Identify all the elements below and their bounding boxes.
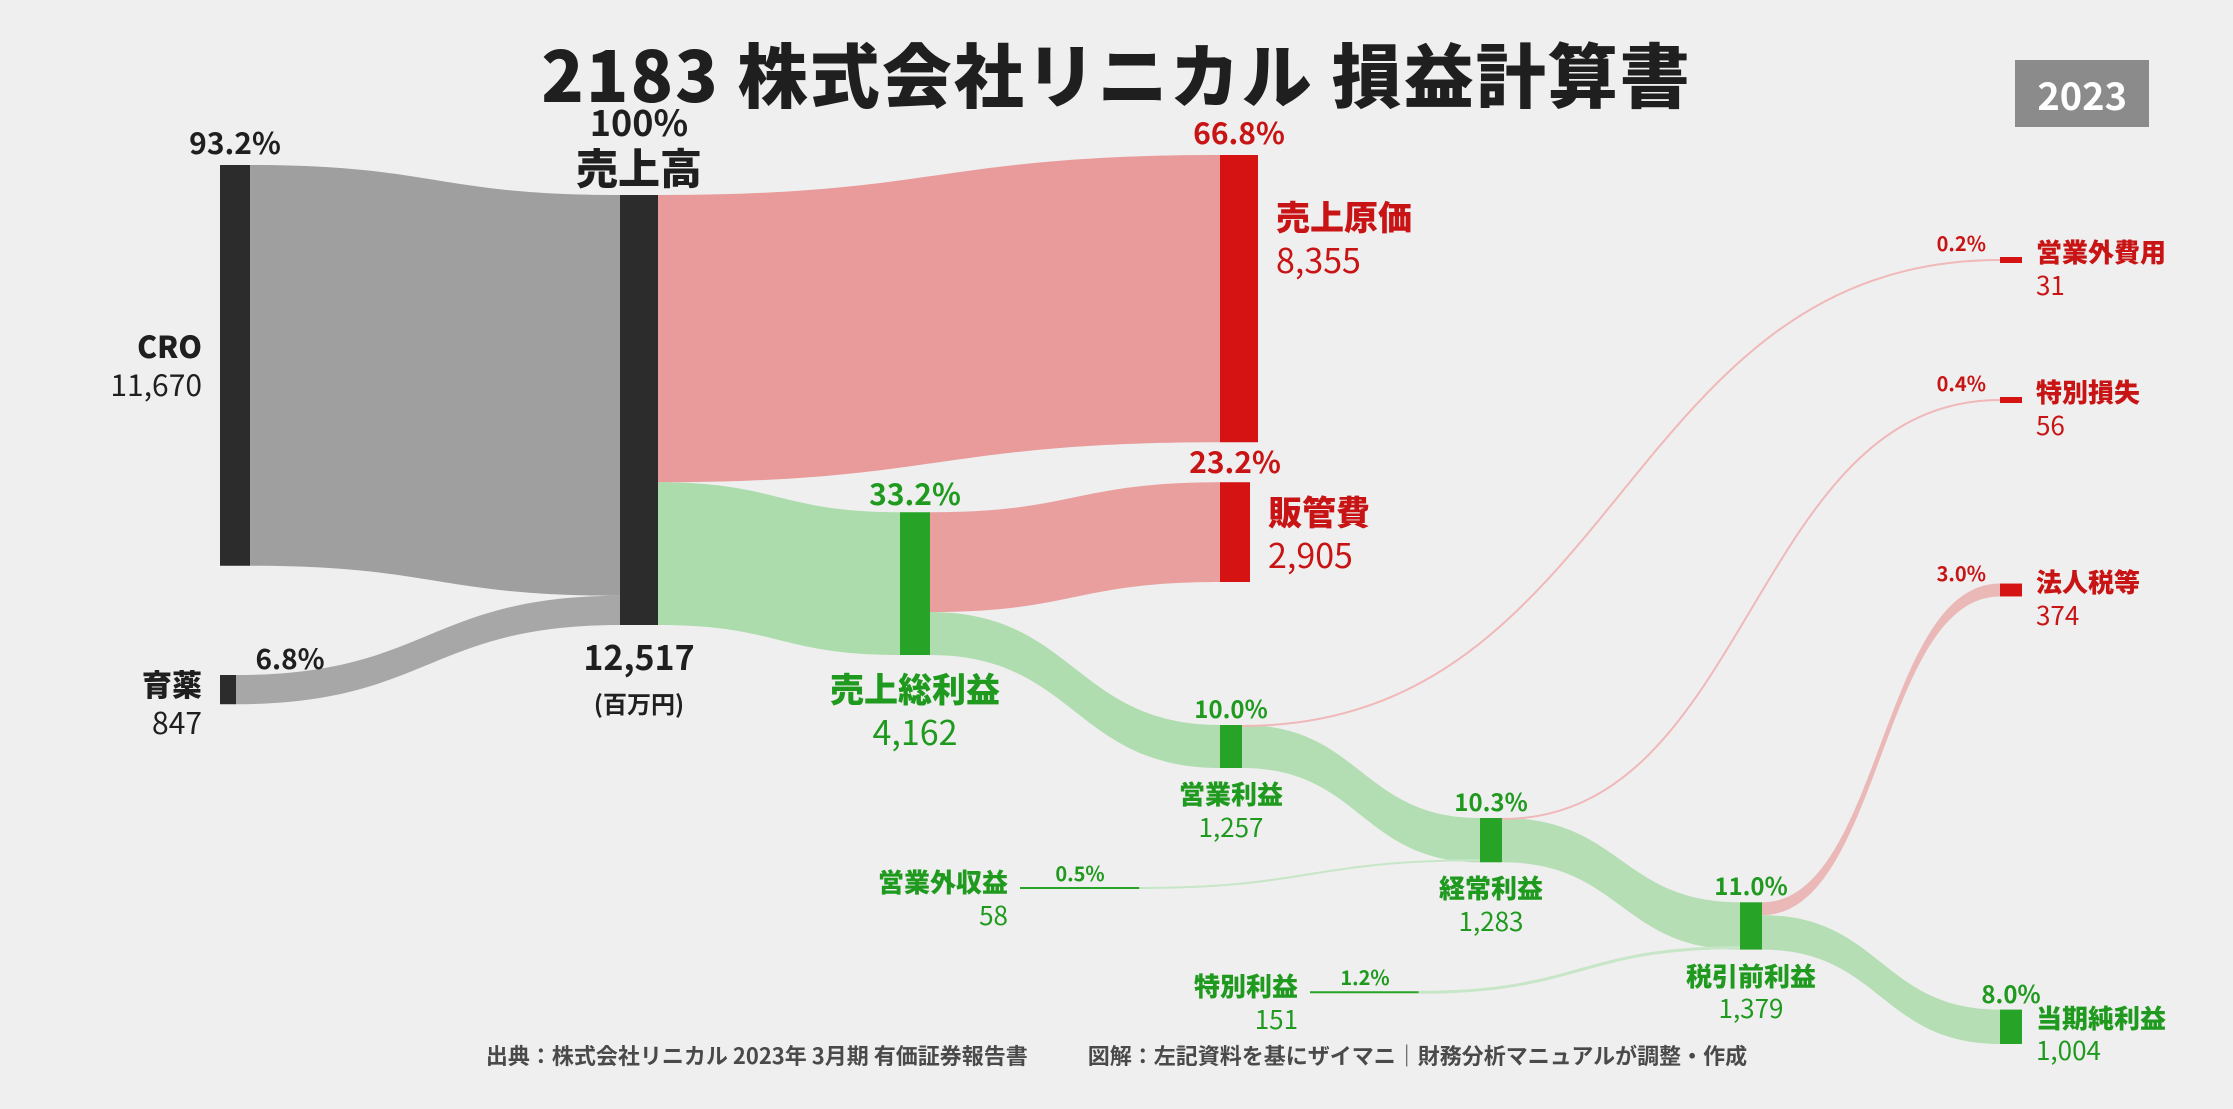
label-nopinc: 営業外収益58: [878, 866, 1008, 931]
pct-net: 8.0%: [1981, 978, 2040, 1008]
label-op: 営業利益1,257: [1179, 778, 1283, 843]
pct-sgna: 23.2%: [1189, 442, 1281, 480]
label-gross: 売上総利益4,162: [830, 667, 1000, 752]
pct-nopexp: 0.2%: [1937, 230, 1986, 255]
pct-cro: 93.2%: [189, 123, 281, 161]
label-pretax: 税引前利益1,379: [1686, 960, 1816, 1025]
label-nopexp: 営業外費用31: [2036, 236, 2166, 301]
value-revenue: 12,517(百万円): [583, 635, 694, 720]
label-net: 当期純利益1,004: [2036, 1002, 2166, 1067]
label-ord: 経常利益1,283: [1439, 872, 1543, 937]
sankey-diagram: [0, 0, 2233, 1109]
label-cogs: 売上原価8,355: [1276, 195, 1412, 280]
label-cro: CRO11,670: [110, 327, 202, 402]
pct-cogs: 66.8%: [1193, 113, 1285, 151]
label-sgna: 販管費2,905: [1268, 490, 1370, 575]
label-exloss: 特別損失56: [2036, 376, 2140, 441]
label-exinc: 特別利益151: [1194, 970, 1298, 1035]
pct-tax: 3.0%: [1937, 560, 1986, 585]
pct-ikuya: 6.8%: [255, 641, 324, 676]
pct-gross: 33.2%: [869, 474, 961, 512]
pct-nopinc: 0.5%: [1055, 860, 1104, 885]
pct-exloss: 0.4%: [1937, 370, 1986, 395]
label-ikuya: 育薬847: [142, 665, 202, 740]
pct-op: 10.0%: [1194, 693, 1267, 723]
pct-ord: 10.3%: [1454, 786, 1527, 816]
label-revenue: 売上高: [576, 141, 702, 194]
label-tax: 法人税等374: [2036, 566, 2140, 631]
pct-pretax: 11.0%: [1714, 870, 1787, 900]
pct-exinc: 1.2%: [1340, 964, 1389, 989]
